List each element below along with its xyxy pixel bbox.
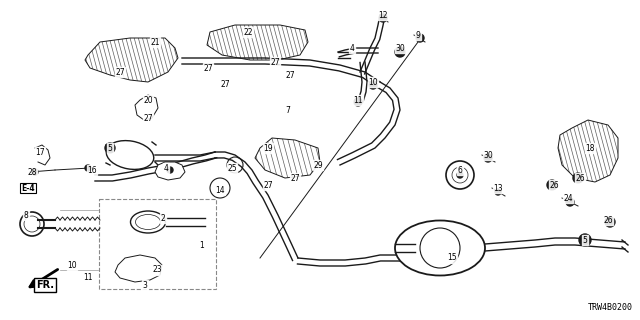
Text: 10: 10 <box>368 77 378 86</box>
Polygon shape <box>115 255 162 282</box>
Text: 27: 27 <box>115 68 125 76</box>
Ellipse shape <box>136 214 161 229</box>
Text: 11: 11 <box>83 274 93 283</box>
Text: 25: 25 <box>227 164 237 172</box>
Text: 5: 5 <box>582 236 588 244</box>
Circle shape <box>547 180 557 190</box>
Text: 26: 26 <box>549 180 559 189</box>
FancyBboxPatch shape <box>99 199 216 289</box>
Text: 8: 8 <box>24 211 28 220</box>
Text: 13: 13 <box>493 183 503 193</box>
Text: 5: 5 <box>108 143 113 153</box>
Text: 22: 22 <box>243 28 253 36</box>
Text: 4: 4 <box>164 164 168 172</box>
Circle shape <box>573 173 583 183</box>
Polygon shape <box>255 138 320 178</box>
Text: E-4: E-4 <box>21 183 35 193</box>
Circle shape <box>354 98 362 106</box>
Text: 27: 27 <box>203 63 213 73</box>
Circle shape <box>495 189 501 195</box>
Text: 1: 1 <box>200 241 204 250</box>
Circle shape <box>105 143 115 153</box>
Circle shape <box>167 167 173 173</box>
Text: 9: 9 <box>415 30 420 39</box>
Text: 27: 27 <box>285 70 295 79</box>
Text: 11: 11 <box>353 95 363 105</box>
Ellipse shape <box>395 220 485 276</box>
Text: 26: 26 <box>603 215 613 225</box>
Circle shape <box>579 234 591 246</box>
Polygon shape <box>558 120 618 182</box>
Text: 26: 26 <box>575 173 585 182</box>
Circle shape <box>85 165 91 171</box>
Text: 3: 3 <box>143 281 147 290</box>
Circle shape <box>457 172 463 178</box>
Ellipse shape <box>106 140 154 169</box>
Polygon shape <box>155 162 185 180</box>
Circle shape <box>32 169 38 175</box>
Text: 27: 27 <box>220 79 230 89</box>
Circle shape <box>605 217 615 227</box>
Text: FR.: FR. <box>36 280 54 290</box>
Text: 16: 16 <box>87 165 97 174</box>
Circle shape <box>379 14 387 22</box>
Text: 29: 29 <box>313 161 323 170</box>
Polygon shape <box>207 25 308 60</box>
Text: 2: 2 <box>161 213 165 222</box>
Text: 27: 27 <box>143 114 153 123</box>
Text: 27: 27 <box>263 180 273 189</box>
Text: 21: 21 <box>150 37 160 46</box>
Text: TRW4B0200: TRW4B0200 <box>588 303 632 313</box>
Text: 17: 17 <box>35 148 45 156</box>
Circle shape <box>566 198 574 206</box>
Text: 19: 19 <box>263 143 273 153</box>
Text: 27: 27 <box>290 173 300 182</box>
Text: 10: 10 <box>67 260 77 269</box>
Circle shape <box>369 81 377 89</box>
Polygon shape <box>85 38 178 82</box>
Circle shape <box>484 154 492 162</box>
Text: 28: 28 <box>28 167 36 177</box>
Ellipse shape <box>131 211 166 233</box>
Circle shape <box>395 47 405 57</box>
Text: 12: 12 <box>378 11 388 20</box>
Text: 4: 4 <box>349 44 355 52</box>
Text: 6: 6 <box>458 165 463 174</box>
Text: 7: 7 <box>285 106 291 115</box>
Polygon shape <box>135 95 158 120</box>
Text: 18: 18 <box>585 143 595 153</box>
Circle shape <box>416 34 424 42</box>
Text: 27: 27 <box>270 58 280 67</box>
Text: 15: 15 <box>447 253 457 262</box>
Text: 30: 30 <box>483 150 493 159</box>
Text: 23: 23 <box>152 266 162 275</box>
Text: 30: 30 <box>395 44 405 52</box>
Text: 14: 14 <box>215 186 225 195</box>
Text: 20: 20 <box>143 95 153 105</box>
Text: 24: 24 <box>563 194 573 203</box>
